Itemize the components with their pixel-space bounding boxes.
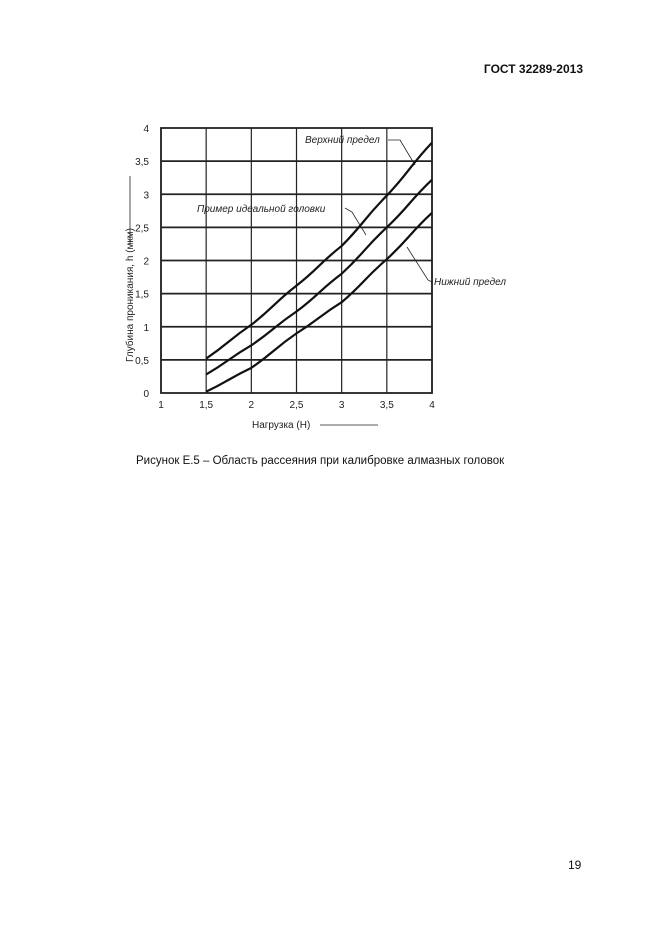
y-tick-label: 1,5 xyxy=(135,290,149,301)
series-line-0 xyxy=(205,141,433,360)
leader-ideal xyxy=(344,207,367,236)
y-tick-label: 0 xyxy=(143,389,149,400)
y-tick-label: 4 xyxy=(143,124,149,135)
x-tick-label: 2 xyxy=(249,400,255,411)
series-line-2 xyxy=(205,211,433,393)
y-axis-label: Глубина проникания, h (мкм) xyxy=(124,228,136,362)
x-tick-label: 3,5 xyxy=(380,400,394,411)
x-tick-label: 1,5 xyxy=(199,400,213,411)
leader-upper xyxy=(388,139,416,166)
x-tick-label: 2,5 xyxy=(290,400,304,411)
series-label-upper: Верхний предел xyxy=(305,135,380,146)
leader-lower xyxy=(406,246,433,283)
series-line-1 xyxy=(205,178,433,376)
page-number: 19 xyxy=(568,858,582,872)
y-tick-label: 1 xyxy=(143,323,149,334)
document-code: ГОСТ 32289-2013 xyxy=(483,62,583,76)
y-tick-label: 3,5 xyxy=(135,157,149,168)
y-tick-label: 2,5 xyxy=(135,223,149,234)
x-axis-label: Нагрузка (Н) xyxy=(252,420,310,431)
series-label-ideal: Пример идеальной головки xyxy=(197,204,326,215)
penetration-depth-chart: 1 1,5 2 2,5 3 3,5 4 0 0,5 1 1,5 2 2,5 3 3,5 4 Верхний п… xyxy=(124,124,506,431)
x-tick-label: 1 xyxy=(158,400,164,411)
figure-caption: Рисунок Е.5 – Область рассеяния при кали… xyxy=(136,455,505,467)
y-tick-label: 2 xyxy=(143,257,149,268)
y-tick-label: 0,5 xyxy=(135,356,149,367)
x-tick-label: 3 xyxy=(339,400,345,411)
x-tick-label: 4 xyxy=(429,400,435,411)
series-label-lower: Нижний предел xyxy=(434,277,506,288)
y-tick-label: 3 xyxy=(143,190,149,201)
